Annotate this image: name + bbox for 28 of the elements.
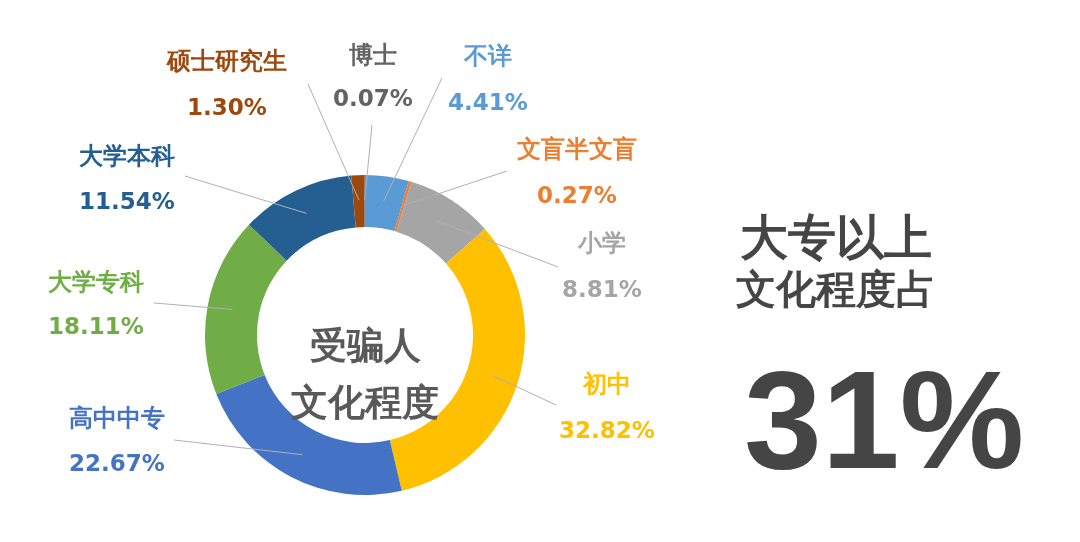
data-label: 18.11% bbox=[48, 313, 144, 339]
slice-label: 大学专科 bbox=[48, 268, 144, 296]
slice-label: 小学 bbox=[577, 229, 626, 257]
data-label: 11.54% bbox=[79, 188, 175, 214]
data-label: 22.67% bbox=[69, 450, 165, 476]
donut-slice bbox=[205, 224, 287, 395]
text: 大专以上 bbox=[740, 209, 932, 265]
data-label: 4.41% bbox=[448, 89, 528, 115]
slice-label: 大学本科 bbox=[79, 142, 175, 170]
data-label: 0.27% bbox=[537, 182, 617, 208]
slice-label: 不详 bbox=[463, 42, 512, 70]
donut-slice bbox=[248, 175, 356, 261]
text: 31% bbox=[744, 341, 1025, 498]
donut-slice bbox=[216, 374, 402, 495]
slice-label: 博士 bbox=[348, 41, 397, 69]
data-label: 0.07% bbox=[333, 85, 413, 111]
donut-slice bbox=[394, 181, 412, 232]
donut-slice bbox=[351, 175, 365, 228]
slice-label: 高中中专 bbox=[69, 404, 165, 432]
data-label: 8.81% bbox=[562, 276, 642, 302]
donut-slice bbox=[365, 175, 409, 232]
text: 文化程度占 bbox=[736, 266, 936, 312]
text: 受骗人文化程度 bbox=[291, 324, 439, 424]
data-label: 32.82% bbox=[559, 417, 655, 443]
data-label: 1.30% bbox=[187, 94, 267, 120]
slice-label: 文盲半文盲 bbox=[517, 135, 637, 163]
slice-label: 初中 bbox=[582, 370, 631, 398]
slice-label: 硕士研究生 bbox=[166, 47, 287, 75]
